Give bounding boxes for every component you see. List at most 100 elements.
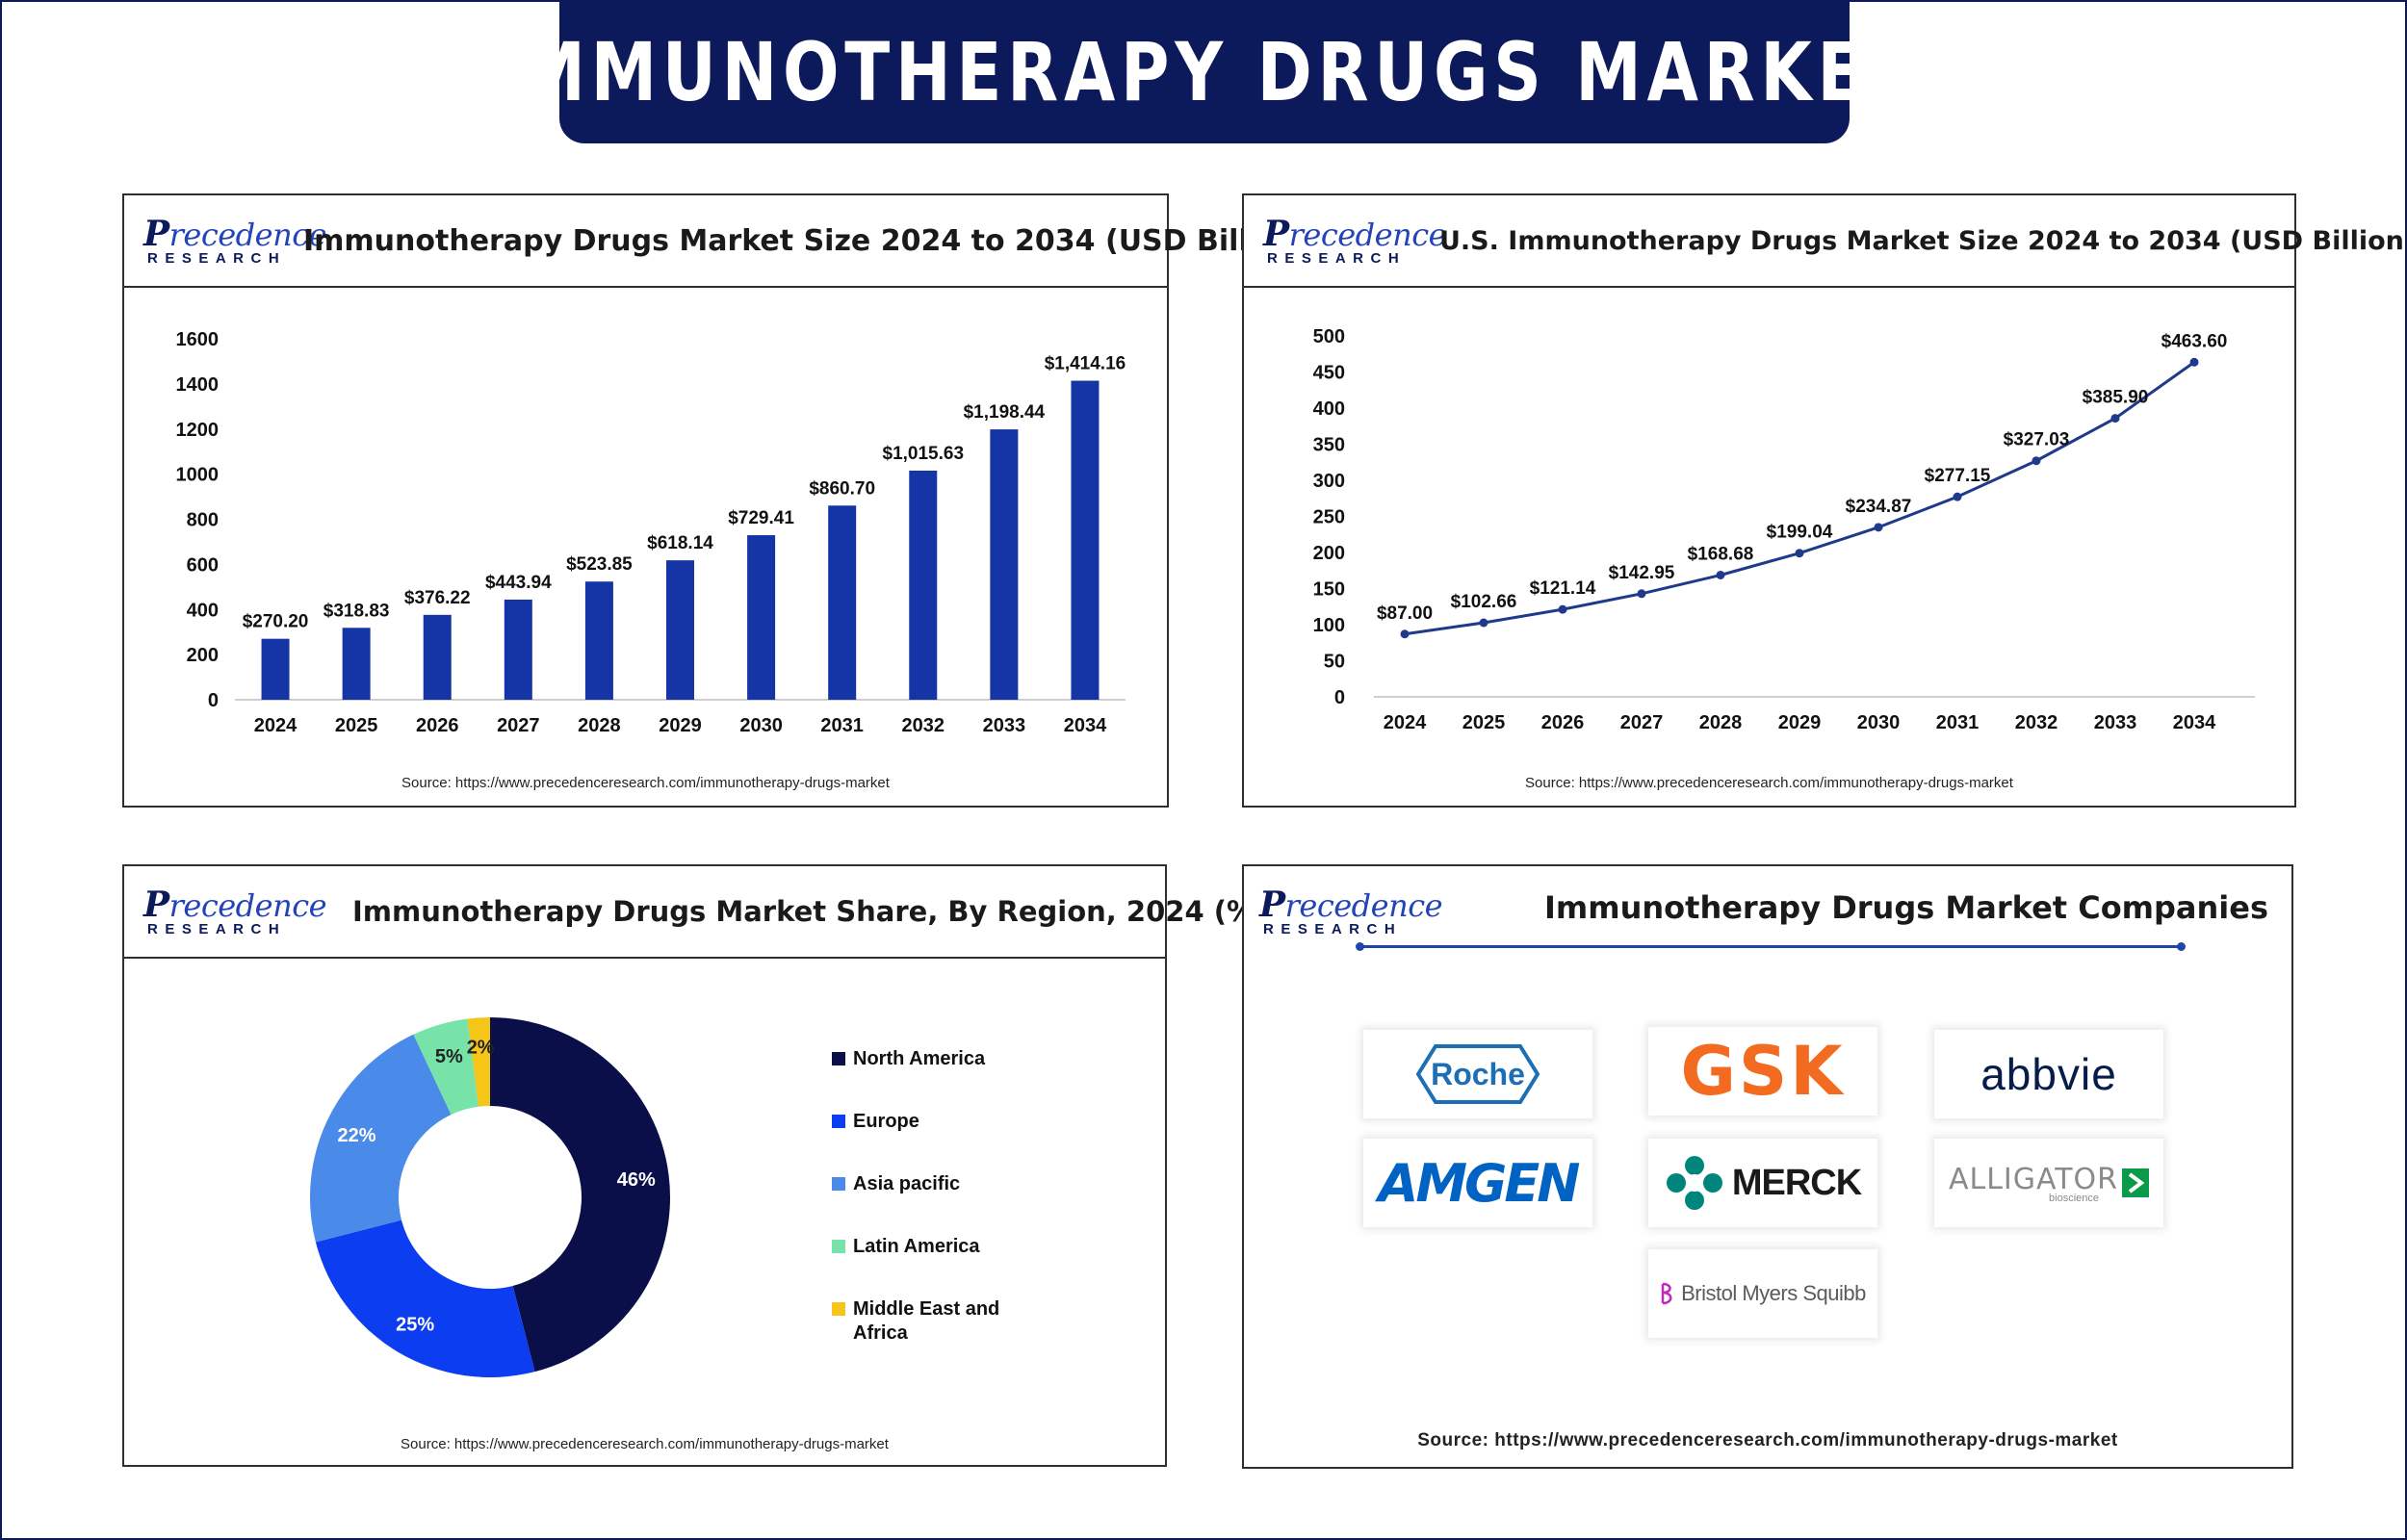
x-tick-label: 2031: [1936, 712, 1980, 733]
legend-item-asia-pacific: Asia pacific: [832, 1172, 1026, 1196]
y-tick-label: 0: [208, 690, 219, 711]
y-tick-label: 300: [1313, 471, 1345, 492]
legend-item-europe: Europe: [832, 1110, 1026, 1134]
amgen-logo-tile: AMGEN: [1363, 1139, 1592, 1227]
bar: [666, 560, 694, 700]
bar: [828, 505, 857, 700]
donut-legend: North America Europe Asia pacific Latin …: [832, 1047, 1026, 1384]
data-point: [1400, 629, 1410, 639]
legend-item-middle-east-africa: Middle East and Africa: [832, 1297, 1026, 1346]
chart-title: U.S. Immunotherapy Drugs Market Size 202…: [1439, 225, 2407, 256]
y-tick-label: 200: [1313, 543, 1345, 564]
roche-logo-tile: Roche: [1363, 1030, 1592, 1118]
x-tick-label: 2033: [983, 715, 1026, 736]
x-tick-label: 2027: [497, 715, 540, 736]
x-tick-label: 2031: [820, 715, 864, 736]
legend-swatch: [832, 1052, 845, 1065]
point-value-label: $199.04: [1767, 523, 1833, 543]
y-tick-label: 200: [187, 645, 219, 666]
x-tick-label: 2030: [739, 715, 783, 736]
point-value-label: $168.68: [1688, 544, 1754, 564]
chart-title: Immunotherapy Drugs Market Size 2024 to …: [303, 223, 1312, 258]
page-title: IMMUNOTHERAPY DRUGS MARKET: [489, 24, 1920, 119]
line-chart: 0 50 100 150 200 250 300 350 400 450 500 $87.00 2024…: [1313, 326, 2255, 733]
bar-value-label: $729.41: [728, 508, 794, 528]
bar-value-label: $270.20: [243, 612, 309, 632]
panel-header: Precedence RESEARCH Immunotherapy Drugs …: [124, 866, 1267, 959]
bar: [504, 599, 532, 700]
global-market-size-panel: Precedence RESEARCH Immunotherapy Drugs …: [122, 193, 1312, 808]
bar-value-label: $376.22: [404, 588, 471, 608]
donut-chart: 46% 25% 22% 5% 2%: [310, 1017, 671, 1377]
precedence-logo: Precedence RESEARCH: [1259, 885, 1443, 937]
x-tick-label: 2027: [1620, 712, 1664, 733]
slice-label: 46%: [617, 1169, 656, 1191]
bar-value-label: $443.94: [485, 573, 552, 593]
companies-panel: Precedence RESEARCH Immunotherapy Drugs …: [1242, 864, 2293, 1469]
bar: [1071, 380, 1100, 700]
y-tick-label: 150: [1313, 579, 1345, 601]
x-tick-label: 2034: [2173, 712, 2216, 733]
y-tick-label: 1600: [176, 329, 220, 350]
alligator-logo: ALLIGATOR: [1948, 1162, 2119, 1196]
merck-emblem-icon: [1666, 1156, 1722, 1210]
x-tick-label: 2032: [902, 715, 945, 736]
y-tick-label: 500: [1313, 326, 1345, 347]
bar-value-label: $860.70: [809, 478, 875, 499]
point-value-label: $463.60: [2161, 331, 2228, 351]
data-point: [2189, 357, 2199, 367]
data-point: [1558, 604, 1567, 614]
data-point: [2032, 456, 2041, 466]
y-tick-label: 600: [187, 554, 219, 576]
bar: [261, 638, 290, 700]
bar: [747, 535, 776, 700]
y-tick-label: 1200: [176, 420, 220, 441]
donut-slice: [490, 1017, 671, 1373]
point-value-label: $234.87: [1846, 497, 1912, 517]
x-tick-label: 2025: [335, 715, 378, 736]
bar-value-label: $318.83: [324, 601, 390, 621]
x-tick-label: 2028: [1699, 712, 1743, 733]
donut-slice: [315, 1219, 535, 1377]
banner: IMMUNOTHERAPY DRUGS MARKET: [489, 0, 1914, 143]
x-tick-label: 2033: [2094, 712, 2137, 733]
merck-logo: MERCK: [1731, 1162, 1862, 1203]
legend-swatch: [832, 1240, 845, 1253]
bar: [423, 614, 452, 700]
regional-share-panel: Precedence RESEARCH Immunotherapy Drugs …: [122, 864, 1267, 1467]
legend-item-latin-america: Latin America: [832, 1235, 1026, 1259]
legend-swatch: [832, 1302, 845, 1316]
y-tick-label: 0: [1334, 687, 1345, 708]
companies-source: Source: https://www.precedenceresearch.c…: [1417, 1430, 2118, 1450]
x-tick-label: 2026: [1541, 712, 1585, 733]
data-point: [1953, 492, 1962, 501]
chart-title: Immunotherapy Drugs Market Share, By Reg…: [352, 895, 1268, 928]
y-tick-label: 100: [1313, 615, 1345, 636]
bar: [342, 628, 371, 700]
y-tick-label: 400: [1313, 398, 1345, 420]
data-point: [1716, 570, 1725, 579]
y-tick-label: 800: [187, 510, 219, 531]
y-tick-label: 350: [1313, 435, 1345, 456]
point-value-label: $277.15: [1925, 466, 1991, 486]
y-tick-label: 450: [1313, 363, 1345, 384]
alligator-sub: bioscience: [2049, 1192, 2100, 1204]
data-point: [2110, 414, 2120, 424]
donut-slice: [413, 1018, 479, 1116]
x-tick-label: 2028: [578, 715, 621, 736]
bms-emblem-icon: [1661, 1282, 1672, 1305]
alligator-logo-tile: ALLIGATOR bioscience: [1934, 1139, 2163, 1227]
panel-header: Precedence RESEARCH Immunotherapy Drugs …: [124, 195, 1312, 288]
chart-source: Source: https://www.precedenceresearch.c…: [401, 1436, 889, 1452]
gsk-logo-tile: GSK: [1648, 1027, 1877, 1116]
chart-source: Source: https://www.precedenceresearch.c…: [401, 775, 890, 791]
x-tick-label: 2029: [1778, 712, 1822, 733]
point-value-label: $102.66: [1451, 592, 1517, 612]
data-point: [1479, 618, 1488, 628]
slice-label: 22%: [338, 1125, 376, 1146]
bar-value-label: $1,414.16: [1045, 354, 1126, 374]
x-tick-label: 2029: [659, 715, 702, 736]
gsk-logo: GSK: [1680, 1032, 1846, 1111]
point-value-label: $327.03: [2004, 430, 2070, 450]
x-tick-label: 2025: [1462, 712, 1506, 733]
